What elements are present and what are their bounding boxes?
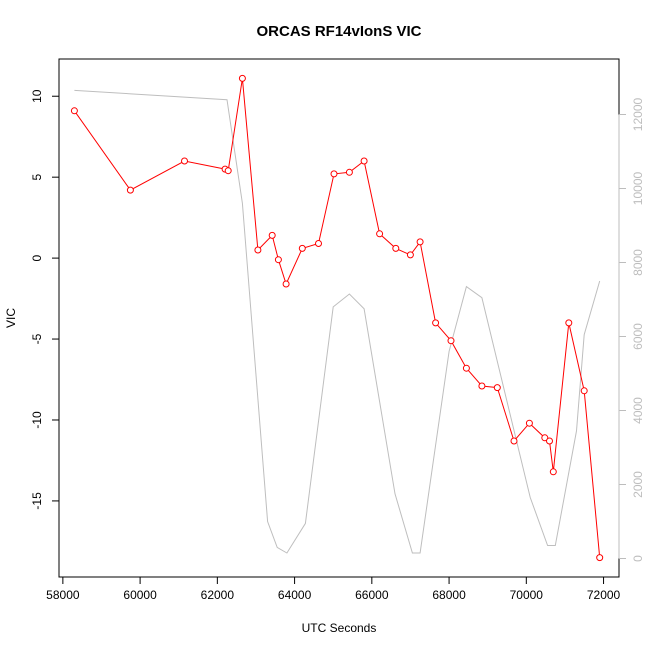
vic-point [254, 246, 262, 254]
x-tick-label: 66000 [355, 588, 389, 602]
vic-point [238, 74, 246, 82]
x-tick-label: 72000 [587, 588, 621, 602]
vic-point [330, 170, 338, 178]
vic-point [268, 231, 276, 239]
vic-point [462, 364, 470, 372]
vic-point [360, 157, 368, 165]
vic-line [73, 78, 601, 558]
secondary-series [74, 89, 601, 554]
vic-point [580, 387, 588, 395]
vic-point [282, 280, 290, 288]
vic-point [126, 186, 134, 194]
x-tick-label: 58000 [46, 588, 80, 602]
vic-point [274, 256, 282, 264]
y-axis-label: VIC [4, 308, 18, 328]
y-tick-label: -10 [30, 411, 44, 429]
vic-point [510, 437, 518, 445]
vic-point [493, 384, 501, 392]
x-axis-label: UTC Seconds [302, 621, 377, 635]
vic-point [432, 319, 440, 327]
x-tick-label: 64000 [278, 588, 312, 602]
y-tick-label: 5 [30, 174, 44, 181]
y-tick-label: -15 [30, 492, 44, 510]
vic-point [298, 244, 306, 252]
vic-point [376, 230, 384, 238]
y2-tick-label: 12000 [631, 97, 645, 131]
y-tick-label: 0 [30, 254, 44, 261]
y2-tick-label: 10000 [631, 171, 645, 205]
vic-point [447, 337, 455, 345]
vic-point [345, 168, 353, 176]
x-tick-label: 60000 [123, 588, 157, 602]
y-axis-right: 0 2000 4000 6000 8000 10000 12000 [618, 97, 645, 562]
x-tick-label: 62000 [201, 588, 235, 602]
chart-title: ORCAS RF14vIonS VIC [256, 23, 421, 40]
vic-point [478, 382, 486, 390]
y2-tick-label: 0 [631, 555, 645, 562]
vic-point [315, 240, 322, 247]
vic-point [224, 167, 232, 175]
vic-point [541, 434, 549, 442]
y2-tick-label: 8000 [631, 249, 645, 276]
x-axis: 58000 60000 62000 64000 66000 68000 70000 72000 [46, 576, 621, 602]
x-tick-label: 70000 [510, 588, 544, 602]
vic-point [549, 468, 557, 476]
vic-point [181, 157, 188, 165]
vic-point [406, 251, 414, 259]
y-tick-label: 10 [30, 89, 44, 103]
vic-point [70, 107, 78, 115]
vic-point [525, 419, 533, 427]
y-tick-label: -5 [30, 333, 44, 344]
vic-point [565, 319, 573, 327]
vic-point [596, 554, 604, 562]
y2-tick-label: 2000 [631, 471, 645, 498]
y2-tick-label: 6000 [631, 323, 645, 350]
y2-tick-label: 4000 [631, 397, 645, 424]
x-tick-label: 68000 [432, 588, 466, 602]
vic-series [70, 74, 604, 562]
vic-point [546, 437, 553, 445]
y-axis-left: 10 5 0 -5 -10 -15 [30, 89, 60, 510]
secondary-line [74, 89, 601, 554]
vic-point [392, 244, 400, 252]
vic-point [416, 238, 424, 246]
